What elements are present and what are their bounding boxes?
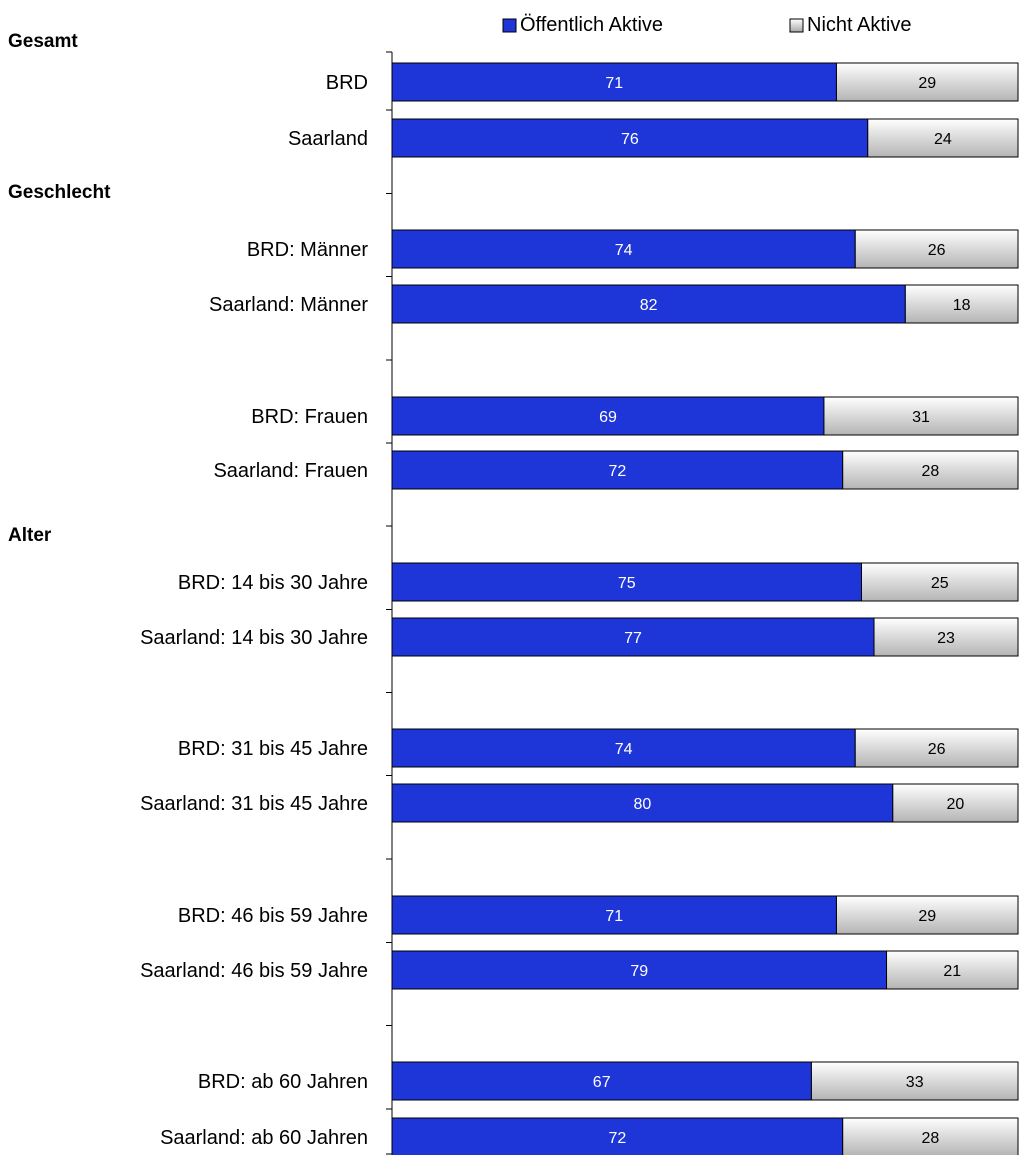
legend-swatch (502, 18, 517, 33)
bar-nicht-aktive (823, 396, 1019, 436)
legend-swatch (789, 18, 804, 33)
data-label-inactive: 29 (918, 908, 936, 925)
category-label: BRD: 46 bis 59 Jahre (178, 905, 368, 927)
bar-oeffentlich-aktive (391, 1117, 844, 1155)
bar-row: BRD: 31 bis 45 Jahre 74 26 (178, 728, 1019, 768)
bar-row: BRD: 14 bis 30 Jahre 75 25 (178, 562, 1019, 602)
bar-nicht-aktive (854, 728, 1019, 768)
category-label: Saarland (288, 128, 368, 150)
bar-nicht-aktive (835, 62, 1019, 102)
category-label: BRD (326, 72, 368, 94)
data-label-inactive: 31 (912, 409, 930, 426)
data-label-active: 71 (605, 75, 623, 92)
bar-nicht-aktive (904, 284, 1019, 324)
bar-oeffentlich-aktive (391, 617, 875, 657)
bar-row: Saarland: 14 bis 30 Jahre 77 23 (140, 617, 1019, 657)
data-label-inactive: 26 (928, 741, 946, 758)
bar-row: BRD: Männer 74 26 (247, 229, 1019, 269)
data-label-active: 72 (608, 1130, 626, 1147)
bar-nicht-aktive (842, 1117, 1019, 1155)
data-label-active: 75 (618, 575, 636, 592)
category-label: Saarland: 46 bis 59 Jahre (140, 960, 368, 982)
legend-label: Nicht Aktive (807, 14, 911, 36)
category-label: BRD: 31 bis 45 Jahre (178, 738, 368, 760)
data-label-active: 71 (605, 908, 623, 925)
bar-oeffentlich-aktive (391, 229, 856, 269)
legend-label: Öffentlich Aktive (520, 14, 663, 36)
section-title: Geschlecht (8, 182, 111, 203)
data-label-active: 74 (615, 741, 633, 758)
bar-row: BRD 71 29 (326, 62, 1019, 102)
bar-nicht-aktive (842, 450, 1019, 490)
bar-row: Saarland: Männer 82 18 (209, 284, 1019, 324)
data-label-active: 69 (599, 409, 617, 426)
legend: Öffentlich Aktive Nicht Aktive (502, 14, 911, 36)
bar-row: BRD: ab 60 Jahren 67 33 (198, 1061, 1019, 1101)
bar-nicht-aktive (835, 895, 1019, 935)
section-title: Alter (8, 525, 52, 546)
bar-nicht-aktive (886, 950, 1019, 990)
bar-row: Saarland: 31 bis 45 Jahre 80 20 (140, 783, 1019, 823)
data-label-inactive: 24 (934, 131, 952, 148)
section-title: Gesamt (8, 31, 78, 52)
data-label-active: 72 (608, 463, 626, 480)
data-label-active: 80 (634, 796, 652, 813)
data-label-active: 74 (615, 242, 633, 259)
data-label-inactive: 26 (928, 242, 946, 259)
section-titles: Gesamt Geschlecht Alter (8, 31, 111, 546)
bar-row: BRD: 46 bis 59 Jahre 71 29 (178, 895, 1019, 935)
category-label: Saarland: ab 60 Jahren (160, 1127, 368, 1149)
data-label-inactive: 23 (937, 630, 955, 647)
data-label-active: 67 (593, 1074, 611, 1091)
data-label-inactive: 33 (906, 1074, 924, 1091)
data-label-active: 77 (624, 630, 642, 647)
bar-nicht-aktive (873, 617, 1019, 657)
bar-nicht-aktive (854, 229, 1019, 269)
bar-oeffentlich-aktive (391, 396, 825, 436)
category-label: BRD: Männer (247, 239, 368, 261)
data-label-active: 79 (630, 963, 648, 980)
bar-row: BRD: Frauen 69 31 (251, 396, 1019, 436)
bar-rows: BRD 71 29 Saarland 76 24 BRD: Männer 74 26 Saarla… (140, 51, 1019, 1155)
category-label: BRD: Frauen (251, 406, 368, 428)
data-label-inactive: 21 (943, 963, 961, 980)
data-label-inactive: 25 (931, 575, 949, 592)
bar-oeffentlich-aktive (391, 783, 894, 823)
bar-row: Saarland: 46 bis 59 Jahre 79 21 (140, 950, 1019, 990)
category-label: BRD: ab 60 Jahren (198, 1071, 368, 1093)
bar-row: Saarland: Frauen 72 28 (213, 450, 1019, 490)
category-label: Saarland: Frauen (213, 460, 368, 482)
category-label: Saarland: 31 bis 45 Jahre (140, 793, 368, 815)
bar-row: Saarland 76 24 (288, 118, 1019, 158)
data-label-inactive: 28 (921, 463, 939, 480)
bar-nicht-aktive (861, 562, 1019, 602)
data-label-inactive: 20 (947, 796, 965, 813)
bar-nicht-aktive (892, 783, 1019, 823)
bar-row: Saarland: ab 60 Jahren 72 28 (160, 1117, 1019, 1155)
data-label-inactive: 28 (921, 1130, 939, 1147)
bar-nicht-aktive (867, 118, 1019, 158)
data-label-active: 76 (621, 131, 639, 148)
data-label-inactive: 18 (953, 297, 971, 314)
data-label-inactive: 29 (918, 75, 936, 92)
data-label-active: 82 (640, 297, 658, 314)
bar-nicht-aktive (810, 1061, 1019, 1101)
bar-oeffentlich-aktive (391, 895, 837, 935)
category-label: Saarland: Männer (209, 294, 368, 316)
category-label: Saarland: 14 bis 30 Jahre (140, 627, 368, 649)
bar-oeffentlich-aktive (391, 118, 869, 158)
bar-oeffentlich-aktive (391, 450, 844, 490)
category-label: BRD: 14 bis 30 Jahre (178, 572, 368, 594)
bar-oeffentlich-aktive (391, 284, 906, 324)
